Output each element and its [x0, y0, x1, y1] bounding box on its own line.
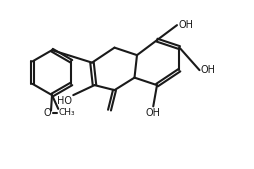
Text: OH: OH	[201, 65, 216, 75]
Text: OH: OH	[146, 108, 161, 118]
Text: CH₃: CH₃	[58, 108, 75, 117]
Text: HO: HO	[57, 96, 72, 106]
Text: OH: OH	[178, 20, 193, 30]
Text: O: O	[43, 108, 51, 118]
